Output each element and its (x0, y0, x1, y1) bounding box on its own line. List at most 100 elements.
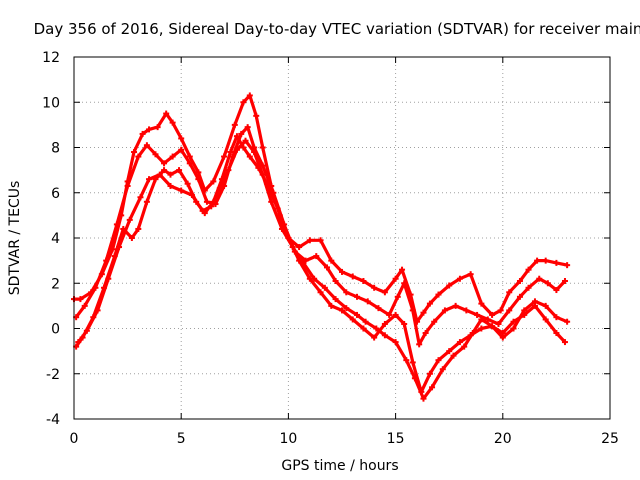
data-point (169, 119, 176, 126)
data-point (274, 205, 281, 212)
data-point (178, 187, 185, 194)
data-point (156, 171, 163, 178)
data-point (564, 318, 571, 325)
data-point (103, 257, 110, 264)
data-point (420, 309, 427, 316)
data-point (478, 325, 485, 332)
data-point (233, 133, 240, 140)
data-point (373, 325, 380, 332)
data-point (401, 320, 408, 327)
data-point (178, 146, 185, 153)
data-point (456, 339, 463, 346)
data-point (411, 375, 418, 382)
data-point (289, 244, 296, 251)
data-point (360, 325, 367, 332)
series-3 (74, 134, 569, 394)
data-point (360, 277, 367, 284)
data-point (135, 153, 142, 160)
data-point (83, 327, 90, 334)
data-point (497, 307, 504, 314)
data-point (429, 384, 436, 391)
y-tick-label: -4 (46, 412, 60, 428)
data-point (195, 176, 202, 183)
data-point (296, 244, 303, 251)
data-point (251, 149, 258, 156)
y-tick-label: 4 (51, 231, 60, 247)
data-point (371, 334, 378, 341)
data-point (240, 99, 247, 106)
data-point (564, 262, 571, 269)
data-point (452, 302, 459, 309)
data-point (401, 280, 408, 287)
data-point (244, 124, 251, 131)
data-point (489, 323, 496, 330)
data-point (467, 271, 474, 278)
data-point (92, 284, 99, 291)
data-point (317, 289, 324, 296)
data-point (431, 318, 438, 325)
data-point (216, 185, 223, 192)
data-point (169, 153, 176, 160)
data-point (233, 146, 240, 153)
data-point (146, 126, 153, 133)
data-point (489, 311, 496, 318)
data-point (403, 357, 410, 364)
data-point (399, 266, 406, 273)
data-point (446, 282, 453, 289)
data-point (81, 302, 88, 309)
data-point (139, 130, 146, 137)
data-point (516, 293, 523, 300)
data-point (313, 253, 320, 260)
data-point (278, 225, 285, 232)
data-point (203, 198, 210, 205)
data-point (349, 273, 356, 280)
data-point (525, 266, 532, 273)
data-point (544, 280, 551, 287)
data-point (238, 130, 245, 137)
data-point (311, 275, 318, 282)
data-point (186, 160, 193, 167)
data-point (542, 257, 549, 264)
data-point (167, 182, 174, 189)
data-point (375, 305, 382, 312)
data-point (478, 300, 485, 307)
data-point (300, 259, 307, 266)
data-point (323, 264, 330, 271)
data-point (542, 316, 549, 323)
chart-title: Day 356 of 2016, Sidereal Day-to-day VTE… (34, 20, 640, 38)
data-point (343, 289, 350, 296)
data-point (553, 287, 560, 294)
data-point (450, 352, 457, 359)
data-point (416, 341, 423, 348)
data-point (199, 207, 206, 214)
data-point (116, 244, 123, 251)
data-point (210, 178, 217, 185)
series-4 (76, 139, 567, 401)
data-point (328, 302, 335, 309)
data-point (317, 237, 324, 244)
data-point (143, 198, 150, 205)
y-tick-label: -2 (46, 367, 60, 383)
data-point (152, 151, 159, 158)
data-point (456, 275, 463, 282)
data-point (409, 307, 416, 314)
y-tick-label: 0 (51, 322, 60, 338)
data-point (531, 302, 538, 309)
data-point (354, 311, 361, 318)
y-tick-label: 10 (42, 95, 60, 111)
data-point (306, 237, 313, 244)
data-point (328, 257, 335, 264)
data-point (561, 339, 568, 346)
data-point (128, 235, 135, 241)
data-point (392, 275, 399, 282)
y-tick-label: 2 (51, 276, 60, 292)
data-point (506, 307, 513, 314)
data-point (339, 307, 345, 314)
data-point (362, 318, 369, 325)
data-point (240, 144, 247, 151)
data-series (71, 92, 571, 402)
data-point (561, 277, 568, 284)
data-point (525, 284, 532, 291)
x-tick-label: 5 (177, 431, 186, 447)
data-point (246, 92, 253, 99)
